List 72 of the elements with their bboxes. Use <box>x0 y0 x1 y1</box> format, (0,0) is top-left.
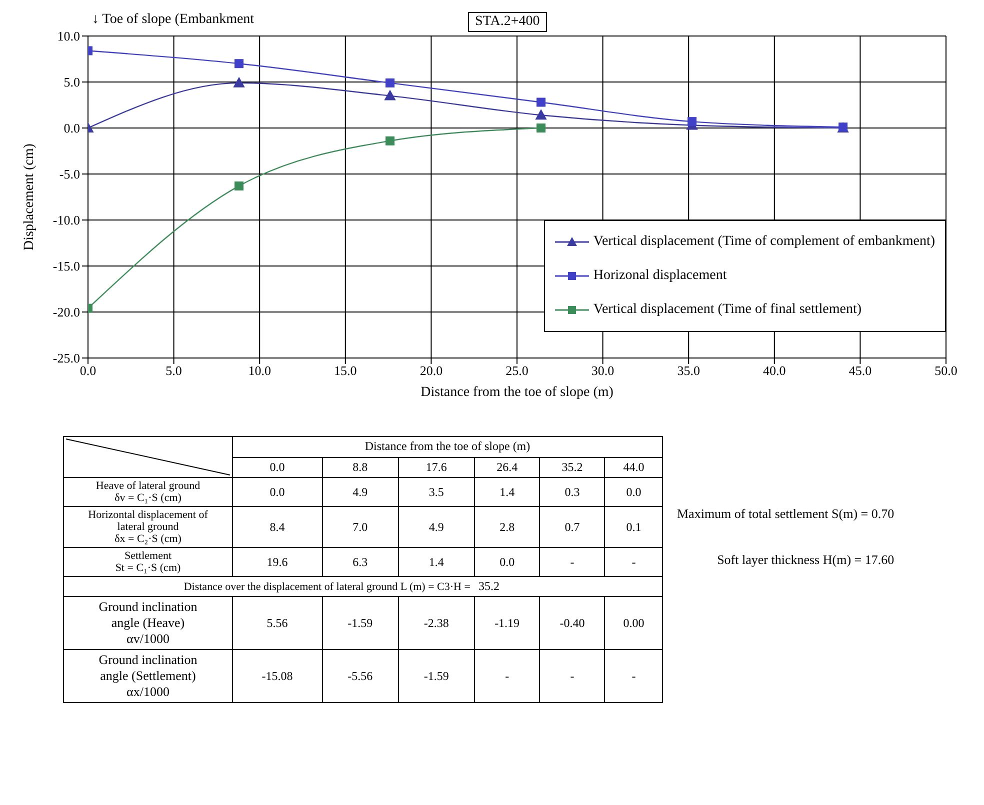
y-tick-label: -5.0 <box>59 166 80 182</box>
x-tick-label: 10.0 <box>248 363 271 378</box>
x-tick-label: 35.0 <box>677 363 700 378</box>
text: - <box>540 548 605 576</box>
text: 17.6 <box>398 457 474 478</box>
text: 0.3 <box>540 478 605 506</box>
y-tick-label: 0.0 <box>64 120 80 136</box>
text: - <box>604 650 662 702</box>
y-tick-label: -20.0 <box>52 304 80 320</box>
text: 1.4 <box>398 548 474 576</box>
x-tick-label: 45.0 <box>848 363 872 378</box>
y-tick-label: 10.0 <box>57 28 80 44</box>
text: 6.3 <box>322 548 398 576</box>
y-tick-label: -25.0 <box>52 350 80 366</box>
x-tick-label: 50.0 <box>934 363 958 378</box>
text: Distance from the toe of slope (m) <box>232 436 662 457</box>
text: Settlement St = C₁·S (cm) <box>64 548 232 576</box>
x-axis-title: Distance from the toe of slope (m) <box>420 385 614 400</box>
text: 0.0 <box>604 478 662 506</box>
text: -1.59 <box>398 650 474 702</box>
text: -15.08 <box>232 650 322 702</box>
text: Distance over the displacement of lateral ground L (m) = C3·H = <box>64 576 474 596</box>
text: Maximum of total settlement S(m) = 0.70 <box>677 506 894 522</box>
text: 0.1 <box>604 506 662 548</box>
text: 8.8 <box>322 457 398 478</box>
text: Ground inclination angle (Settlement) αx/1000 <box>64 650 232 702</box>
text: 26.4 <box>474 457 540 478</box>
text: -1.19 <box>474 596 540 650</box>
text: -5.56 <box>322 650 398 702</box>
text: 0.0 <box>232 478 322 506</box>
text: 0.7 <box>540 506 605 548</box>
text: 0.00 <box>604 596 662 650</box>
text: 5.56 <box>232 596 322 650</box>
text: Soft layer thickness H(m) = 17.60 <box>716 552 894 568</box>
x-tick-label: 25.0 <box>506 363 528 378</box>
text: 0.0 <box>232 457 322 478</box>
text: 2.8 <box>474 506 540 548</box>
y-tick-label: -10.0 <box>52 212 80 228</box>
text: Heave of lateral ground δv = C₁·S (cm) <box>64 478 232 506</box>
text: ↓ Toe of slope (Embankment <box>92 12 254 28</box>
text: 4.9 <box>322 478 398 506</box>
legend-label: Vertical displacement (Time of complement of embankment) <box>593 234 935 250</box>
text: 35.2 <box>474 576 662 596</box>
text: 8.4 <box>232 506 322 548</box>
x-tick-label: 30.0 <box>591 363 614 378</box>
text: -2.38 <box>398 596 474 650</box>
text: 0.0 <box>474 548 540 576</box>
text: - <box>474 650 540 702</box>
text: 35.2 <box>540 457 605 478</box>
text: Ground inclination angle (Heave) αv/1000 <box>64 596 232 650</box>
legend-label: Vertical displacement (Time of final settlement) <box>593 302 862 318</box>
text: - <box>604 548 662 576</box>
x-tick-label: 20.0 <box>420 363 443 378</box>
text: 19.6 <box>232 548 322 576</box>
x-tick-label: 5.0 <box>166 363 182 378</box>
text: STA.2+400 <box>468 12 547 32</box>
y-tick-label: -15.0 <box>52 258 80 274</box>
y-tick-label: 5.0 <box>64 74 80 90</box>
text: -1.59 <box>322 596 398 650</box>
y-axis-title: Displacement (cm) <box>22 143 37 250</box>
text: 7.0 <box>322 506 398 548</box>
text: 4.9 <box>398 506 474 548</box>
text: 44.0 <box>604 457 662 478</box>
text: Horizontal displacement of lateral ground δx = C₂·S (cm) <box>64 506 232 548</box>
text: -0.40 <box>540 596 605 650</box>
legend-label: Horizonal displacement <box>593 268 727 284</box>
text: 1.4 <box>474 478 540 506</box>
text: 3.5 <box>398 478 474 506</box>
x-tick-label: 0.0 <box>80 363 96 378</box>
text: - <box>540 650 605 702</box>
x-tick-label: 40.0 <box>763 363 786 378</box>
x-tick-label: 15.0 <box>334 363 357 378</box>
